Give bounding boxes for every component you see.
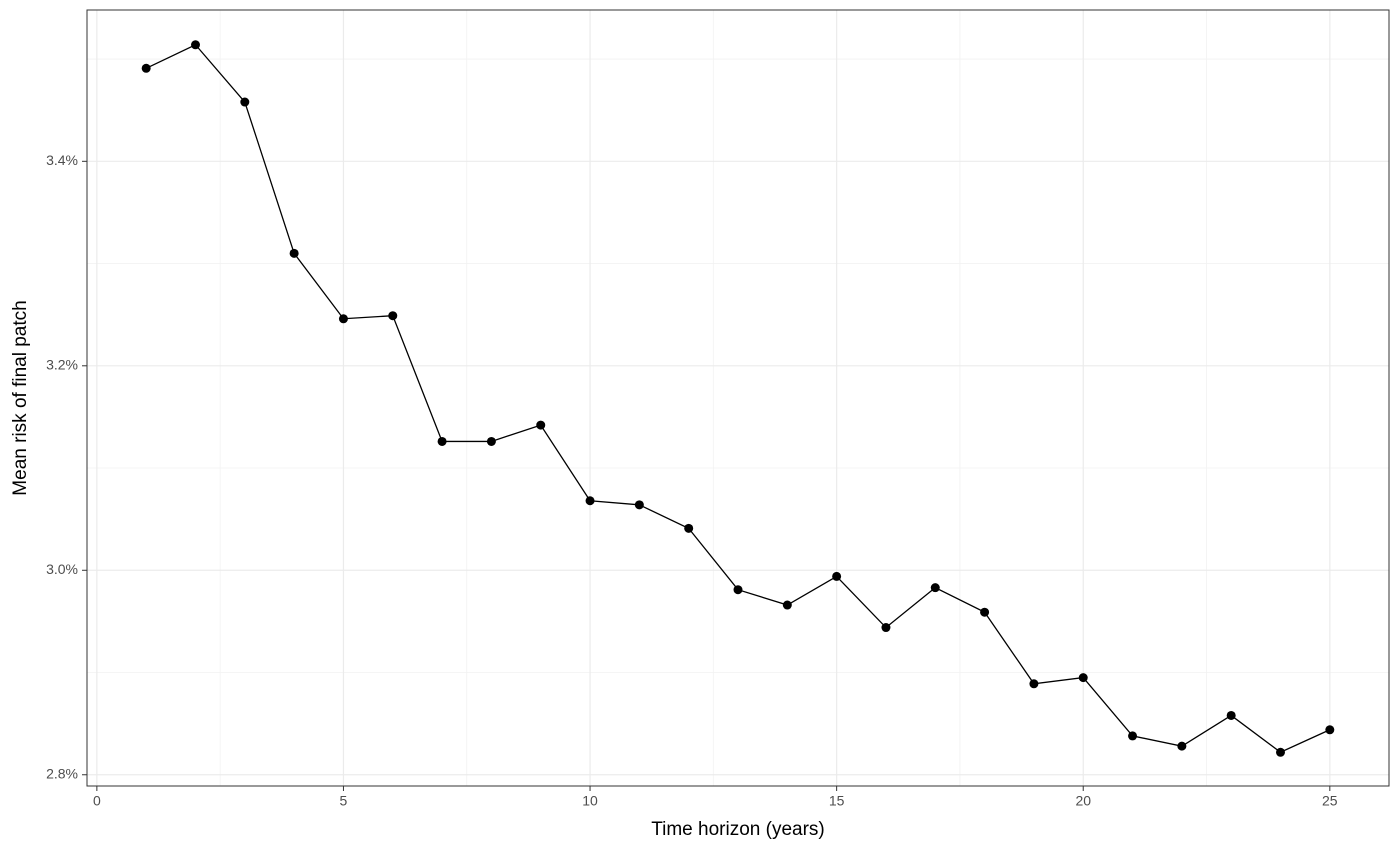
data-point [1078,673,1088,683]
data-point [684,523,694,533]
x-tick-label: 25 [1322,793,1338,809]
data-point [1325,725,1335,735]
x-axis-title: Time horizon (years) [651,819,825,840]
data-point [930,583,940,593]
data-point [388,311,398,321]
data-point [733,585,743,595]
data-point [338,314,348,324]
data-line [145,43,1331,754]
y-tick-label: 3.2% [46,356,78,372]
x-tick-label: 10 [582,793,598,809]
panel-border [86,9,1390,787]
data-point [832,571,842,581]
data-point [141,63,151,73]
data-point [536,420,546,430]
data-point [1128,731,1138,741]
data-point [1226,710,1236,720]
data-point [881,623,891,633]
data-point [289,248,299,258]
data-point [782,600,792,610]
x-tick-label: 15 [829,793,845,809]
data-point [1029,679,1039,689]
y-tick-label: 2.8% [46,765,78,781]
data-point [585,496,595,506]
y-tick-label: 3.0% [46,561,78,577]
data-point [980,607,990,617]
data-point [634,500,644,510]
y-tick-label: 3.4% [46,152,78,168]
x-tick-label: 20 [1075,793,1091,809]
x-tick-label: 5 [340,793,348,809]
y-axis-title: Mean risk of final patch [10,300,31,495]
data-point [1276,747,1285,757]
x-tick-label: 0 [93,793,101,809]
data-point [486,436,496,446]
data-point [1177,741,1187,751]
data-point [191,40,200,50]
data-point [240,97,250,107]
data-point [437,436,447,446]
